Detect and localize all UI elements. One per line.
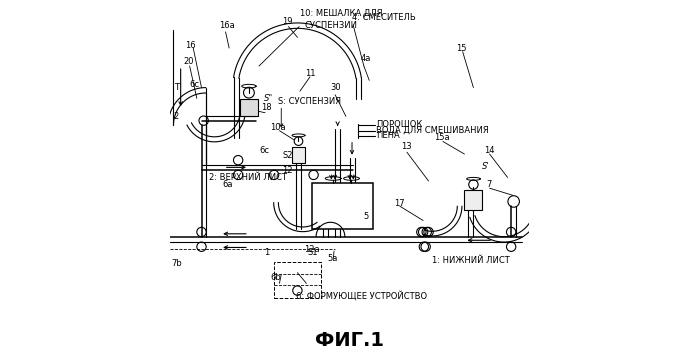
Text: 4: СМЕСИТЕЛЬ: 4: СМЕСИТЕЛЬ — [352, 13, 416, 22]
Text: 18: 18 — [261, 103, 271, 112]
Text: 16: 16 — [185, 41, 196, 50]
Text: 20: 20 — [183, 57, 194, 66]
Text: 10: МЕШАЛКА ДЛЯ: 10: МЕШАЛКА ДЛЯ — [300, 9, 382, 18]
Text: ПЕНА: ПЕНА — [376, 131, 399, 140]
Bar — [464, 190, 482, 210]
Text: 7: 7 — [487, 180, 491, 189]
Text: 7b: 7b — [171, 259, 182, 268]
Text: 1: 1 — [264, 248, 270, 257]
Text: 11: 11 — [305, 69, 315, 78]
Text: 2: 2 — [174, 112, 179, 121]
Text: 1: НИЖНИЙ ЛИСТ: 1: НИЖНИЙ ЛИСТ — [432, 256, 510, 265]
Text: 12: 12 — [282, 166, 293, 175]
Text: 4a: 4a — [361, 54, 371, 63]
Text: 15: 15 — [456, 43, 466, 52]
Text: S": S" — [264, 94, 273, 103]
Text: S: СУСПЕНЗИЯ: S: СУСПЕНЗИЯ — [278, 97, 341, 106]
Bar — [292, 147, 305, 163]
Bar — [240, 99, 257, 116]
Text: 5: 5 — [363, 212, 368, 222]
Text: 16a: 16a — [219, 21, 235, 30]
Text: 6c: 6c — [189, 80, 199, 89]
Text: 10a: 10a — [271, 123, 286, 132]
Text: S': S' — [482, 162, 490, 171]
Text: 5a: 5a — [327, 254, 338, 263]
Text: 15a: 15a — [434, 133, 450, 142]
Bar — [274, 262, 321, 298]
Text: ФИГ.1: ФИГ.1 — [315, 331, 384, 350]
Text: 14: 14 — [484, 146, 494, 155]
Text: S2: S2 — [282, 151, 293, 160]
Text: T: T — [173, 83, 179, 92]
Text: 6a: 6a — [222, 180, 233, 189]
Text: 30: 30 — [331, 83, 341, 92]
Bar — [312, 183, 373, 230]
Text: 6c: 6c — [259, 146, 269, 155]
Text: 2: ВЕРХНИЙ ЛИСТ: 2: ВЕРХНИЙ ЛИСТ — [210, 173, 287, 182]
Text: ВОДА ДЛЯ СМЕШИВАНИЯ: ВОДА ДЛЯ СМЕШИВАНИЯ — [376, 126, 489, 135]
Text: 17: 17 — [394, 199, 405, 208]
Text: 6: ФОРМУЮЩЕЕ УСТРОЙСТВО: 6: ФОРМУЮЩЕЕ УСТРОЙСТВО — [296, 290, 427, 300]
Text: ПОРОШОК: ПОРОШОК — [376, 120, 422, 129]
Text: S1: S1 — [308, 248, 318, 257]
Text: СУСПЕНЗИИ: СУСПЕНЗИИ — [305, 21, 358, 30]
Text: 12a: 12a — [304, 245, 319, 254]
Text: 6b: 6b — [271, 273, 281, 282]
Text: 19: 19 — [282, 17, 293, 26]
Text: 13: 13 — [401, 142, 412, 151]
